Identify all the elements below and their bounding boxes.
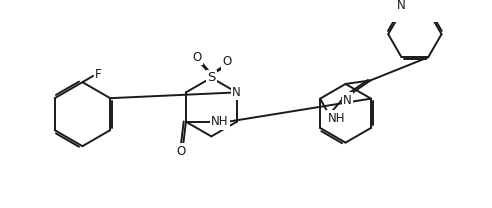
Text: N: N — [343, 94, 352, 107]
Text: O: O — [192, 51, 202, 64]
Text: NH: NH — [211, 115, 228, 128]
Text: F: F — [95, 68, 102, 81]
Text: O: O — [223, 55, 232, 68]
Text: S: S — [207, 71, 215, 84]
Text: NH: NH — [327, 112, 345, 125]
Text: O: O — [176, 145, 185, 157]
Text: N: N — [232, 86, 241, 99]
Text: N: N — [397, 0, 406, 12]
